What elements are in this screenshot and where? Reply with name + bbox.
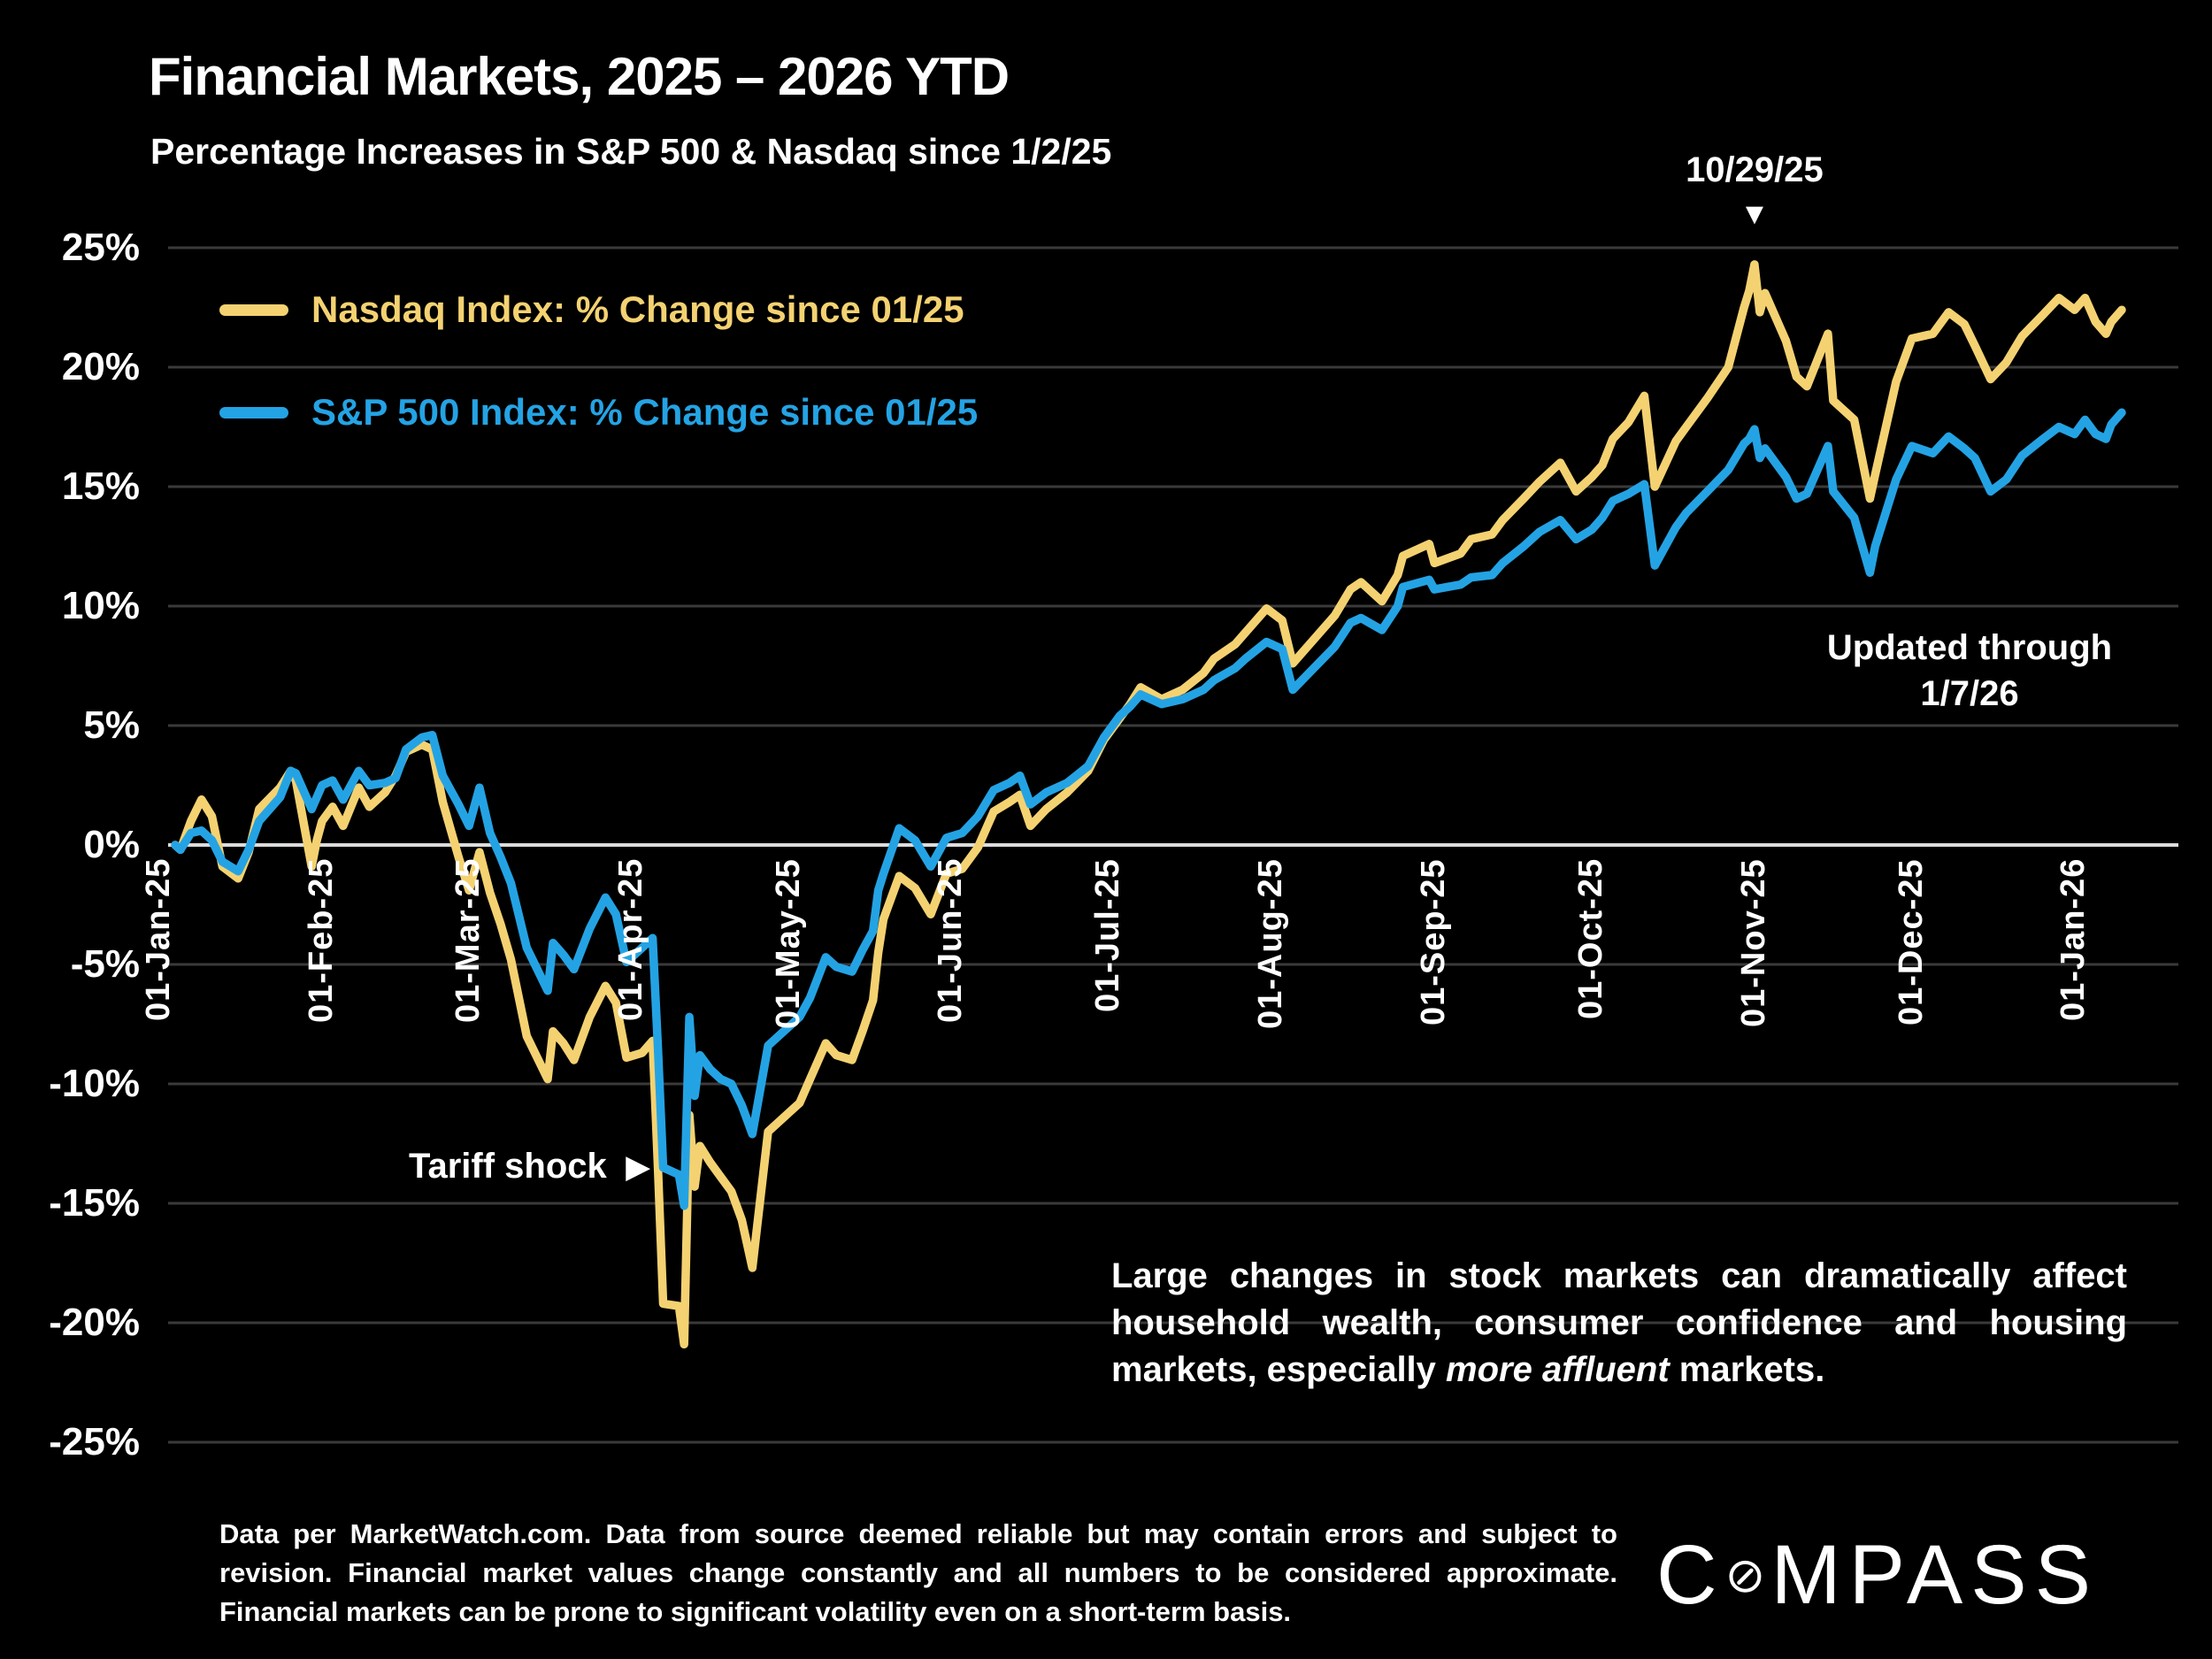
updated-through-note: Updated through 1/7/26 <box>1801 625 2138 717</box>
page-title: Financial Markets, 2025 – 2026 YTD <box>149 47 1010 106</box>
updated-through-line1: Updated through <box>1826 628 2113 667</box>
x-axis-label: 01-Jun-25 <box>932 858 970 1024</box>
x-axis-label: 01-Jul-25 <box>1089 858 1127 1012</box>
market-impact-note: Large changes in stock markets can drama… <box>1111 1253 2127 1394</box>
x-axis-label: 01-Feb-25 <box>302 858 340 1024</box>
y-axis-label: 15% <box>61 465 140 508</box>
tariff-shock-label: Tariff shock <box>409 1147 607 1186</box>
compass-logo: C MPASS <box>1656 1527 2099 1624</box>
y-axis-label: -5% <box>70 942 140 986</box>
legend-label-nasdaq: Nasdaq Index: % Change since 01/25 <box>311 288 964 330</box>
peak-annotation-label: 10/29/25 <box>1686 150 1824 189</box>
y-axis-label: -10% <box>49 1062 140 1105</box>
peak-marker-down-triangle-icon: ▼ <box>1740 197 1770 231</box>
x-axis-label: 01-Dec-25 <box>1892 858 1930 1025</box>
market-note-text: Large changes in stock markets can drama… <box>1111 1256 2127 1390</box>
compass-logo-letter-c: C <box>1656 1528 1725 1622</box>
tariff-shock-annotation: Tariff shock ▶ <box>409 1147 649 1187</box>
x-axis-label: 01-Apr-25 <box>611 858 649 1022</box>
y-axis-label: 0% <box>83 823 140 866</box>
x-axis-label: 01-Nov-25 <box>1734 858 1772 1027</box>
page-subtitle: Percentage Increases in S&P 500 & Nasdaq… <box>150 131 1112 172</box>
x-axis-label: 01-Mar-25 <box>449 858 487 1024</box>
sp500-series-line <box>171 408 2126 1210</box>
y-axis-label: -20% <box>49 1301 140 1344</box>
x-axis-label: 01-Sep-25 <box>1414 858 1452 1025</box>
updated-through-line2: 1/7/26 <box>1920 674 2019 713</box>
y-axis-label: 10% <box>61 584 140 627</box>
legend-item-sp500: S&P 500 Index: % Change since 01/25 <box>219 391 978 434</box>
x-axis-label: 01-Aug-25 <box>1252 858 1290 1029</box>
nasdaq-series-line <box>171 260 2126 1349</box>
market-note-text-end: markets. <box>1669 1350 1825 1390</box>
nasdaq-line-swatch-icon <box>219 303 288 316</box>
legend-label-sp500: S&P 500 Index: % Change since 01/25 <box>311 391 979 433</box>
compass-o-needle-icon <box>1729 1560 1762 1593</box>
x-axis-label: 01-Jan-25 <box>140 858 177 1022</box>
sp500-line-swatch-icon <box>219 406 288 419</box>
x-axis-label: 01-Jan-26 <box>2055 858 2093 1022</box>
tariff-right-triangle-icon: ▶ <box>626 1149 649 1184</box>
y-axis-label: -15% <box>49 1181 140 1225</box>
y-axis-label: 5% <box>83 703 140 747</box>
legend-item-nasdaq: Nasdaq Index: % Change since 01/25 <box>219 288 964 331</box>
y-axis-label: -25% <box>49 1420 140 1463</box>
x-axis-label: 01-May-25 <box>769 858 807 1029</box>
market-note-italic-text: more affluent <box>1446 1350 1670 1390</box>
data-source-disclaimer: Data per MarketWatch.com. Data from sour… <box>219 1518 1617 1628</box>
x-axis-label: 01-Oct-25 <box>1571 858 1609 1020</box>
compass-logo-letters-mpass: MPASS <box>1770 1528 2099 1622</box>
y-axis-label: 25% <box>61 226 140 269</box>
y-axis-label: 20% <box>61 345 140 388</box>
